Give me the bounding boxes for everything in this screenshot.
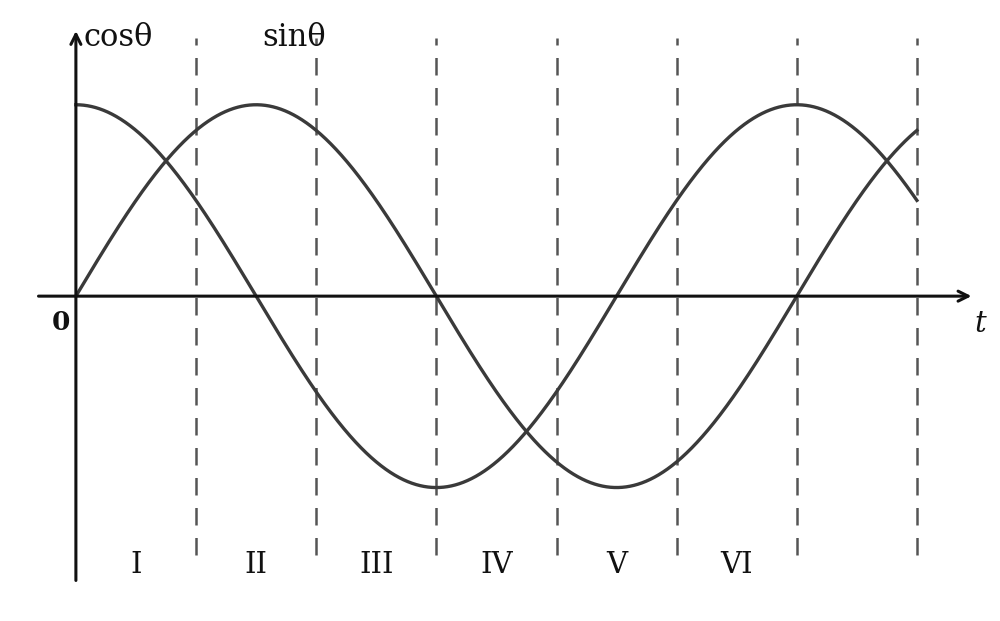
Text: III: III	[359, 551, 394, 579]
Text: t: t	[974, 309, 986, 338]
Text: sinθ: sinθ	[262, 22, 325, 53]
Text: VI: VI	[720, 551, 753, 579]
Text: cosθ: cosθ	[84, 22, 153, 53]
Text: II: II	[245, 551, 268, 579]
Text: IV: IV	[480, 551, 513, 579]
Text: 0: 0	[52, 309, 70, 335]
Text: V: V	[606, 551, 627, 579]
Text: I: I	[130, 551, 142, 579]
